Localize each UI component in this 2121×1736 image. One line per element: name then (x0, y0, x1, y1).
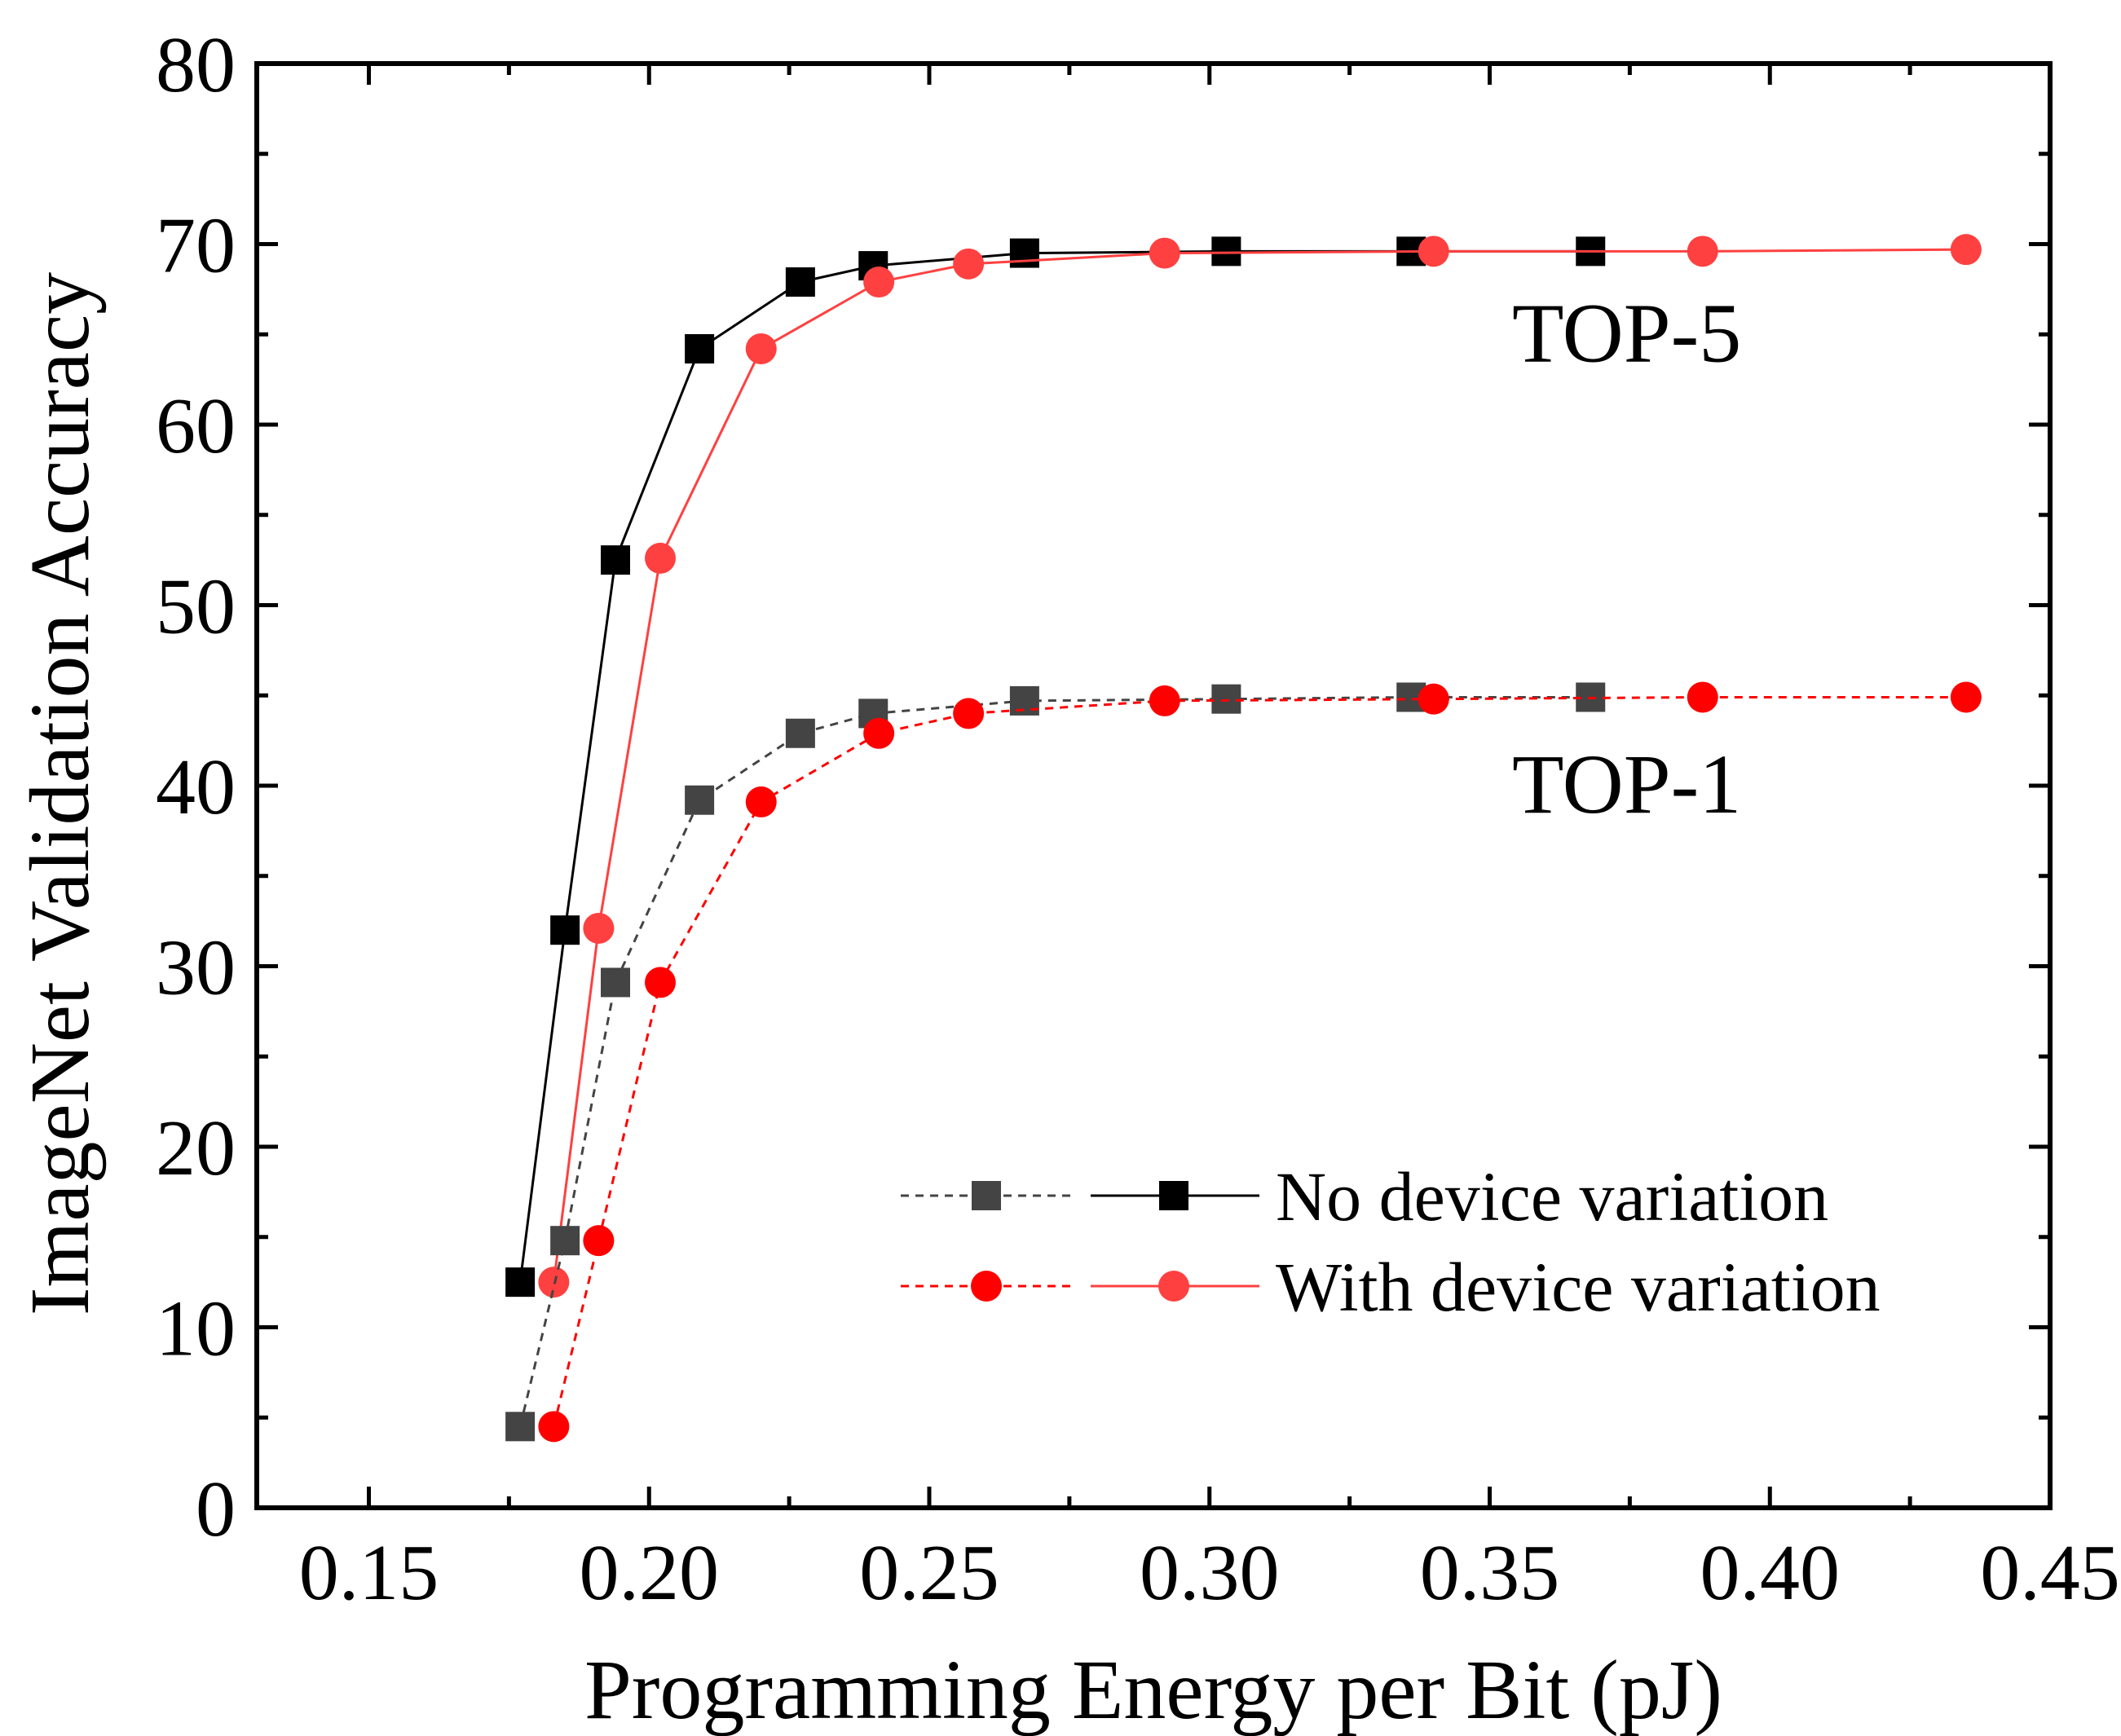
data-point-no-device-variation-top-5 (505, 1267, 536, 1298)
legend-marker-dashed (972, 1181, 1001, 1210)
y-axis-title: ImageNet Validation Accuracy (13, 272, 107, 1315)
data-point-no-device-variation-top-1 (685, 785, 715, 815)
data-point-no-device-variation-top-1 (550, 1226, 580, 1256)
data-point-with-device-variation-top-1 (1149, 685, 1180, 716)
data-point-no-device-variation-top-5 (785, 267, 815, 297)
x-tick-label: 0.15 (299, 1529, 439, 1617)
data-point-no-device-variation-top-1 (1009, 685, 1039, 716)
data-point-with-device-variation-top-1 (953, 698, 985, 729)
series-line-with-device-variation-top-5 (552, 248, 1966, 1283)
y-tick-label: 80 (156, 21, 236, 109)
legend-entry-with-device-variation: With device variation (901, 1248, 1881, 1326)
data-point-no-device-variation-top-5 (1211, 236, 1241, 267)
legend-label: No device variation (1276, 1157, 1828, 1236)
data-point-with-device-variation-top-1 (1950, 681, 1982, 713)
data-point-with-device-variation-top-5 (745, 333, 777, 364)
y-tick-labels: 0 10 20 30 40 50 60 70 80 (156, 21, 236, 1553)
data-point-no-device-variation-top-1 (1211, 684, 1241, 714)
x-tick-label: 0.30 (1140, 1529, 1280, 1617)
data-point-no-device-variation-top-5 (601, 545, 630, 575)
series-line-with-device-variation-top-1 (552, 696, 1966, 1427)
legend-label: With device variation (1276, 1248, 1881, 1326)
y-tick-label: 10 (156, 1285, 236, 1373)
series-with-device-variation-top-5 (538, 234, 1982, 1298)
annotation-top-5: TOP-5 (1512, 286, 1741, 380)
y-tick-label: 40 (156, 743, 236, 831)
data-point-with-device-variation-top-1 (745, 786, 777, 817)
x-tick-label: 0.45 (1980, 1529, 2120, 1617)
series-no-device-variation-top-5 (505, 236, 1606, 1298)
data-point-with-device-variation-top-1 (583, 1225, 615, 1257)
legend-marker-solid (1158, 1271, 1189, 1302)
data-point-with-device-variation-top-5 (1149, 237, 1180, 269)
data-point-no-device-variation-top-5 (685, 333, 715, 364)
data-point-no-device-variation-top-1 (785, 718, 815, 748)
data-point-with-device-variation-top-5 (645, 542, 676, 574)
data-point-with-device-variation-top-5 (1418, 236, 1449, 267)
series-with-device-variation-top-1 (538, 681, 1982, 1443)
annotations: TOP-5 TOP-1 (1512, 286, 1741, 831)
annotation-top-1: TOP-1 (1512, 738, 1741, 831)
y-tick-label: 50 (156, 563, 236, 651)
x-axis-title: Programming Energy per Bit (pJ) (584, 1643, 1722, 1736)
legend-entry-no-device-variation: No device variation (901, 1157, 1828, 1236)
legend: No device variation With device variation (901, 1157, 1881, 1326)
data-point-with-device-variation-top-5 (953, 248, 985, 280)
data-point-no-device-variation-top-1 (505, 1412, 536, 1442)
data-point-with-device-variation-top-5 (1687, 236, 1718, 267)
data-point-no-device-variation-top-1 (601, 967, 630, 998)
data-point-with-device-variation-top-1 (1687, 681, 1718, 713)
series-line-no-device-variation-top-1 (518, 696, 1591, 1427)
y-tick-label: 30 (156, 924, 236, 1012)
data-point-with-device-variation-top-1 (645, 967, 676, 998)
data-point-with-device-variation-top-5 (863, 267, 895, 298)
data-point-no-device-variation-top-5 (550, 915, 580, 945)
legend-marker-dashed (971, 1271, 1002, 1302)
data-point-with-device-variation-top-5 (1950, 234, 1982, 266)
y-tick-label: 70 (156, 202, 236, 290)
data-point-no-device-variation-top-5 (1009, 238, 1039, 268)
x-tick-label: 0.40 (1700, 1529, 1841, 1617)
data-point-with-device-variation-top-1 (1418, 683, 1449, 715)
plot-frame (254, 61, 2053, 1510)
plot-series (505, 234, 1982, 1443)
y-tick-label: 20 (156, 1104, 236, 1192)
legend-marker-solid (1159, 1181, 1188, 1210)
data-point-with-device-variation-top-1 (863, 717, 895, 749)
data-point-with-device-variation-top-5 (583, 912, 615, 944)
series-line-no-device-variation-top-5 (518, 249, 1591, 1283)
x-tick-labels: 0.15 0.20 0.25 0.30 0.35 0.40 0.45 (299, 1529, 2120, 1617)
y-tick-label: 0 (196, 1465, 236, 1553)
x-tick-label: 0.20 (580, 1529, 720, 1617)
x-tick-label: 0.35 (1420, 1529, 1560, 1617)
series-no-device-variation-top-1 (505, 682, 1606, 1442)
y-tick-label: 60 (156, 382, 236, 470)
data-point-with-device-variation-top-1 (538, 1411, 570, 1443)
x-tick-label: 0.25 (859, 1529, 999, 1617)
